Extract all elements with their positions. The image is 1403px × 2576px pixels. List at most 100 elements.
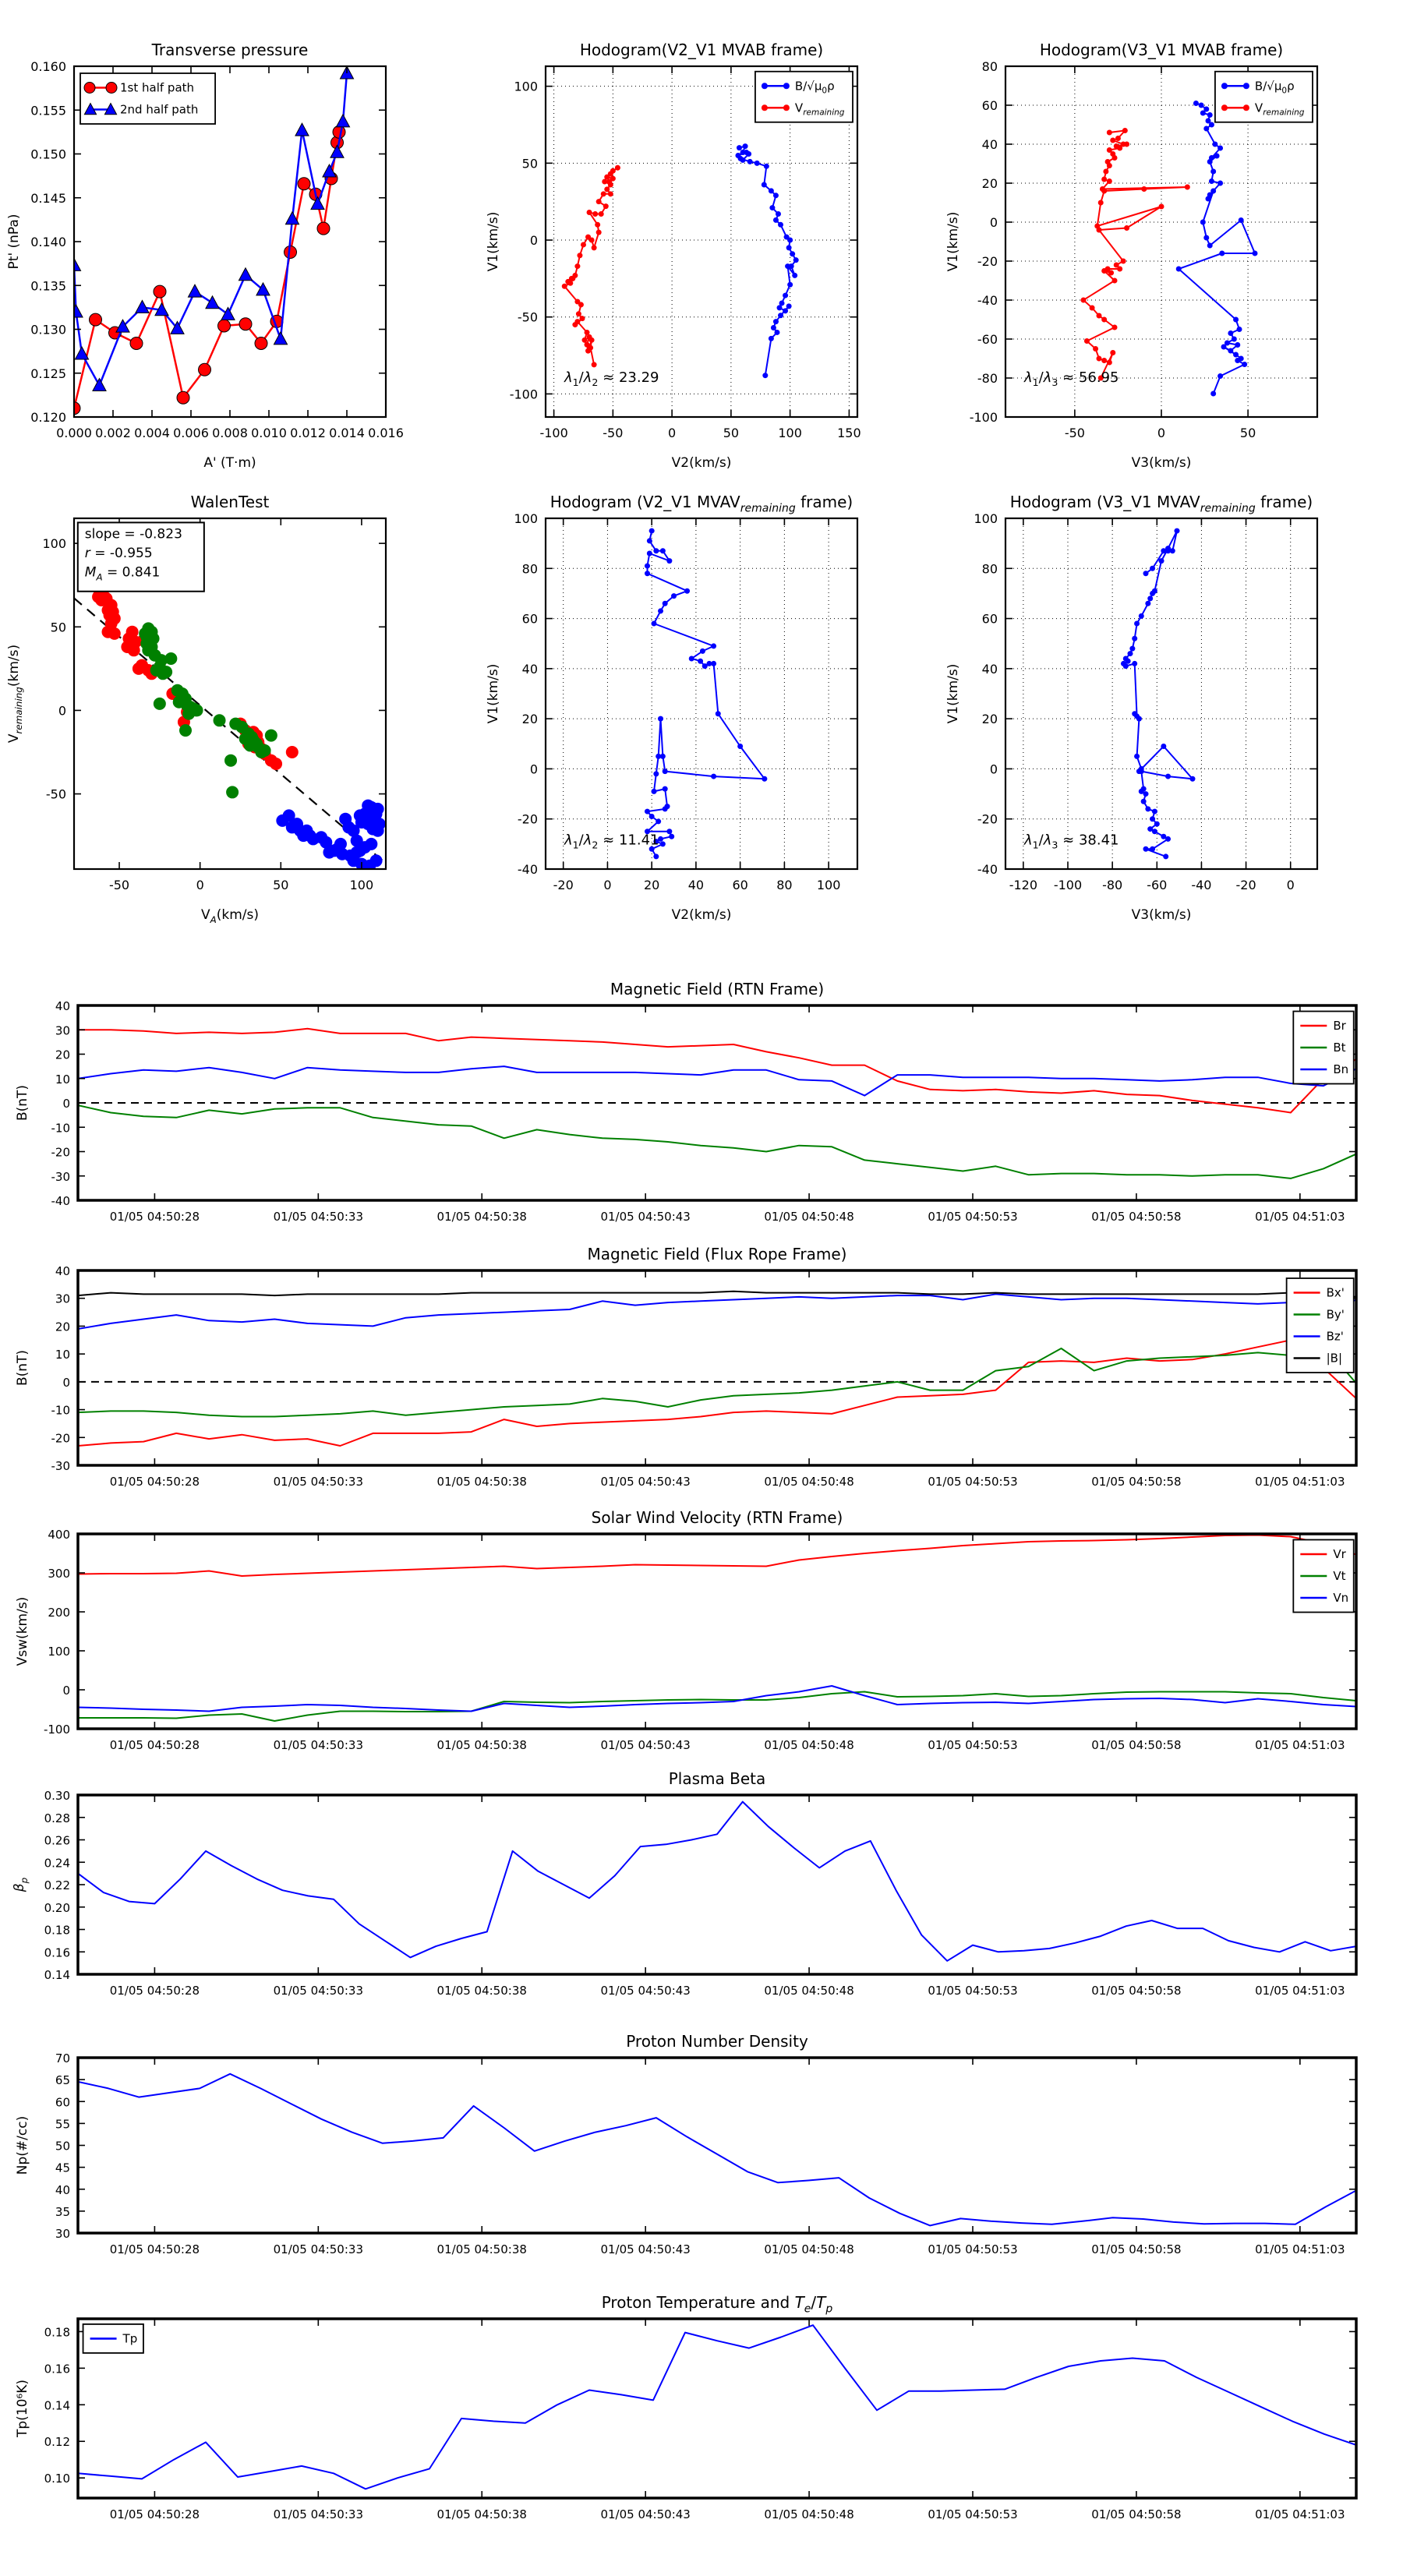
y-tick-label: 10 bbox=[55, 1348, 70, 1362]
series-v-trace-marker bbox=[653, 771, 659, 777]
series-v-trace-marker bbox=[662, 786, 668, 792]
x-tick-label: 01/05 04:50:33 bbox=[274, 1210, 363, 1224]
series-v-trace-marker bbox=[1134, 620, 1140, 627]
series-v-remaining-marker bbox=[574, 299, 581, 305]
legend-label: 2nd half path bbox=[120, 103, 198, 117]
series-1st-half-path-marker bbox=[89, 313, 102, 327]
series-2nd-half-path-marker bbox=[74, 303, 83, 318]
series-v-remaining-marker bbox=[1122, 128, 1128, 133]
y-tick-label: 100 bbox=[48, 1645, 70, 1659]
y-tick-label: 0.30 bbox=[44, 1789, 70, 1803]
series-tp-line bbox=[78, 2324, 1356, 2490]
x-tick-label: 01/05 04:50:43 bbox=[600, 1984, 690, 1998]
series-v-remaining-marker bbox=[1101, 358, 1108, 363]
series-b-sqrt-mu0rho-marker bbox=[1210, 188, 1217, 194]
series-br-line bbox=[78, 1027, 1356, 1114]
series-v-trace-marker bbox=[662, 769, 668, 775]
legend-marker bbox=[1221, 104, 1228, 111]
series-b-sqrt-mu0rho-marker bbox=[1217, 145, 1224, 151]
y-tick-label: 20 bbox=[982, 176, 998, 191]
legend-marker bbox=[105, 82, 118, 94]
y-tick-label: 0.135 bbox=[30, 278, 66, 293]
series-v-trace-marker bbox=[653, 548, 659, 554]
series-b-sqrt-mu0rho-marker bbox=[1228, 348, 1234, 354]
series-b-sqrt-mu0rho-marker bbox=[772, 217, 779, 223]
series-v-trace-marker bbox=[662, 806, 668, 812]
series-middle-dots-marker bbox=[224, 754, 238, 767]
panel-hodogram-v2v1-mvab: -100 -50 0 50 100 150 100 50 0 -50 -100 Hodogram(V2… bbox=[486, 41, 861, 471]
series-b-sqrt-mu0rho-marker bbox=[1233, 352, 1239, 358]
y-tick-label: 80 bbox=[982, 59, 998, 74]
axes-frame bbox=[76, 1532, 1358, 1730]
legend-label: Vn bbox=[1333, 1591, 1348, 1605]
series-v-remaining-marker bbox=[598, 210, 604, 217]
series-bn bbox=[78, 1065, 1356, 1097]
series-v-trace-marker bbox=[1169, 548, 1175, 554]
legend-box bbox=[1214, 70, 1313, 123]
series-b-sqrt-mu0rho-marker bbox=[1224, 340, 1230, 346]
series-v-trace-marker bbox=[653, 839, 659, 845]
series-v-trace-marker bbox=[644, 571, 650, 577]
series-v-trace-marker bbox=[1150, 565, 1156, 571]
y-tick-label: 60 bbox=[522, 612, 538, 627]
x-tick-label: 01/05 04:50:38 bbox=[437, 2507, 527, 2521]
series-v-trace-marker bbox=[737, 744, 744, 749]
y-axis-label: βp bbox=[12, 1878, 30, 1892]
series-v-remaining-marker bbox=[1110, 350, 1116, 355]
x-tick-label: 01/05 04:50:48 bbox=[764, 1210, 853, 1224]
legend-marker bbox=[1221, 83, 1228, 90]
series-1st-half-path-marker bbox=[254, 337, 268, 350]
y-tick-label: 10 bbox=[55, 1072, 70, 1087]
series-2nd-half-path-marker bbox=[74, 345, 90, 360]
y-tick-label: -40 bbox=[977, 862, 998, 877]
series-second-half-dots-marker bbox=[373, 818, 386, 831]
y-tick-label: -100 bbox=[510, 387, 538, 401]
x-tick-label: 01/05 04:50:48 bbox=[764, 1738, 853, 1752]
y-tick-label: 0.18 bbox=[44, 2325, 70, 2339]
x-tick-label: -120 bbox=[1009, 878, 1037, 892]
series-b-sqrt-mu0rho-marker bbox=[774, 329, 780, 335]
x-tick-label: 01/05 04:50:48 bbox=[764, 2507, 853, 2521]
stats-line: slope = -0.823 bbox=[85, 526, 182, 542]
series-v-trace-marker bbox=[658, 608, 664, 614]
series-2nd-half-path-marker bbox=[115, 319, 130, 333]
series-v-remaining-marker bbox=[579, 316, 585, 322]
series-1st-half-path-marker bbox=[297, 177, 311, 191]
series-v-remaining-marker bbox=[607, 171, 613, 177]
series-v-trace-marker bbox=[658, 836, 664, 842]
series-v-remaining-marker bbox=[604, 186, 610, 193]
series-v-trace-marker bbox=[1145, 600, 1151, 606]
series-1st-half-path-marker bbox=[217, 319, 231, 333]
series-first-half-dots-marker bbox=[108, 627, 121, 640]
x-tick-label: 0.010 bbox=[251, 426, 287, 440]
series-b-mag bbox=[78, 1290, 1356, 1298]
legend-box bbox=[1285, 1277, 1355, 1373]
y-tick-label: 0.14 bbox=[44, 1968, 70, 1982]
axes-frame bbox=[72, 517, 387, 871]
series-v-trace-marker bbox=[653, 853, 659, 860]
series-v-remaining-marker bbox=[1096, 313, 1102, 319]
y-tick-label: 100 bbox=[974, 511, 998, 526]
y-tick-label: 0.120 bbox=[30, 410, 66, 425]
series-b-sqrt-mu0rho-marker bbox=[785, 263, 791, 270]
series-b-sqrt-mu0rho-marker bbox=[768, 188, 774, 194]
legend-label: Vremaining bbox=[1255, 101, 1305, 117]
series-v-trace-marker bbox=[688, 655, 694, 662]
series-v-trace-marker bbox=[1138, 769, 1144, 775]
panel-title: WalenTest bbox=[191, 493, 270, 511]
y-tick-label: -80 bbox=[977, 371, 998, 386]
series-b-sqrt-mu0rho-marker bbox=[776, 305, 783, 311]
x-tick-label: 01/05 04:50:38 bbox=[437, 1210, 527, 1224]
series-v-trace-marker bbox=[1165, 546, 1172, 552]
legend-marker bbox=[1242, 83, 1249, 90]
x-axis-label: V2(km/s) bbox=[672, 907, 732, 923]
y-axis-label: Vremaining(km/s) bbox=[6, 645, 24, 743]
x-tick-label: 01/05 04:50:38 bbox=[437, 1984, 527, 1998]
series-v-remaining-marker bbox=[591, 245, 597, 251]
series-v-remaining-marker bbox=[570, 275, 576, 281]
x-tick-label: -100 bbox=[539, 426, 567, 440]
series-v-trace-marker bbox=[644, 563, 650, 569]
series-middle-dots-marker bbox=[179, 724, 193, 737]
series-b-sqrt-mu0rho-marker bbox=[1203, 235, 1210, 241]
series-v-trace-marker bbox=[684, 588, 691, 594]
